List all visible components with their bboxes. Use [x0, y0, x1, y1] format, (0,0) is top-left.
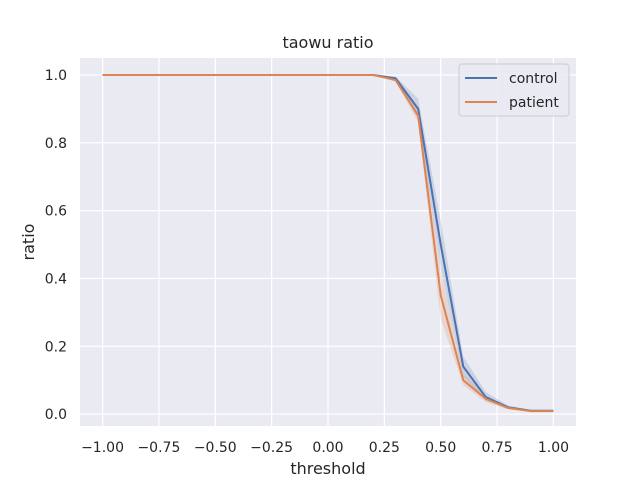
- y-tick-label: 0.8: [45, 136, 67, 152]
- x-tick-label: 1.00: [538, 440, 569, 456]
- y-tick-label: 0.6: [45, 204, 67, 220]
- x-tick-label: 0.75: [482, 440, 513, 456]
- x-tick-label: −0.75: [137, 440, 180, 456]
- x-axis-label: threshold: [290, 459, 365, 478]
- y-axis-ticks: 0.0 0.2 0.4 0.6 0.8 1.0: [45, 68, 67, 423]
- series-line-patient: [102, 73, 554, 413]
- y-axis-label: ratio: [19, 224, 38, 261]
- x-tick-label: −0.25: [250, 440, 293, 456]
- legend-label-control: control: [509, 71, 558, 87]
- y-tick-label: 0.0: [45, 407, 67, 423]
- series-lines: [102, 73, 554, 413]
- y-tick-label: 0.2: [45, 339, 67, 355]
- legend-label-patient: patient: [509, 95, 559, 111]
- x-tick-label: −1.00: [81, 440, 124, 456]
- x-tick-label: 0.50: [425, 440, 456, 456]
- x-tick-label: 0.00: [312, 440, 343, 456]
- legend: control patient: [458, 63, 570, 117]
- chart-title: taowu ratio: [282, 33, 373, 52]
- y-tick-label: 1.0: [45, 68, 67, 84]
- x-tick-label: 0.25: [369, 440, 400, 456]
- x-axis-ticks: −1.00 −0.75 −0.50 −0.25 0.00 0.25 0.50 0.75 1.00: [81, 440, 569, 456]
- y-tick-label: 0.4: [45, 271, 67, 287]
- x-tick-label: −0.50: [194, 440, 237, 456]
